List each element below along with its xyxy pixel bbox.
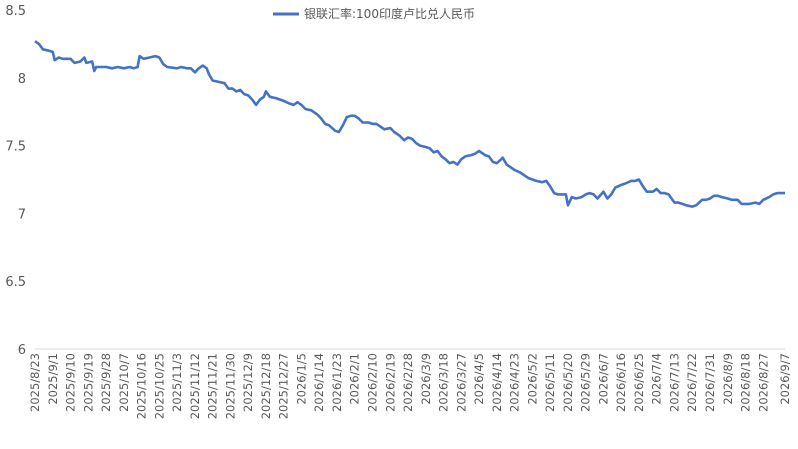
x-tick-label: 2026/3/27 (454, 353, 468, 412)
x-tick-label: 2026/1/23 (330, 353, 344, 412)
x-tick-label: 2026/7/13 (667, 353, 681, 412)
x-tick-label: 2025/10/7 (117, 353, 131, 412)
x-tick-label: 2026/3/18 (437, 353, 451, 412)
legend-label: 银联汇率:100印度卢比兑人民币 (304, 6, 475, 21)
series-layer (34, 40, 785, 208)
x-tick-label: 2025/10/16 (135, 353, 149, 419)
x-tick-label: 2025/11/21 (206, 353, 220, 419)
x-tick-label: 2026/8/9 (721, 353, 735, 405)
x-tick-label: 2026/5/29 (579, 353, 593, 412)
x-tick-label: 2026/2/28 (401, 353, 415, 412)
x-tick-label: 2026/6/25 (632, 353, 646, 412)
y-tick-label: 6.5 (5, 275, 26, 290)
x-tick-label: 2026/1/5 (294, 353, 308, 405)
x-tick-label: 2025/9/19 (81, 353, 95, 412)
x-tick-label: 2025/10/25 (152, 353, 166, 419)
x-tick-label: 2026/3/9 (419, 353, 433, 405)
y-tick-label: 6 (18, 343, 26, 358)
x-tick-label: 2026/2/10 (366, 353, 380, 412)
y-tick-label: 7.5 (5, 140, 26, 155)
x-tick-label: 2026/5/11 (543, 353, 557, 412)
x-tick-label: 2025/9/28 (99, 353, 113, 412)
y-tick-label: 8.5 (5, 4, 26, 19)
y-tick-label: 7 (18, 207, 26, 222)
x-tick-label: 2026/4/23 (508, 353, 522, 412)
x-tick-label: 2026/7/31 (703, 353, 717, 412)
x-tick-label: 2025/9/1 (46, 353, 60, 405)
x-tick-label: 2025/9/10 (64, 353, 78, 412)
x-tick-label: 2026/1/14 (312, 353, 326, 412)
x-tick-label: 2025/8/23 (28, 353, 42, 412)
x-tick-label: 2025/11/12 (188, 353, 202, 419)
y-axis: 6 6.5 7 7.5 8 8.5 (5, 4, 26, 358)
x-tick-label: 2026/8/18 (739, 353, 753, 412)
x-tick-label: 2026/6/7 (596, 353, 610, 405)
x-tick-label: 2026/5/20 (561, 353, 575, 412)
x-tick-label: 2026/2/1 (348, 353, 362, 405)
x-tick-label: 2025/12/27 (277, 353, 291, 419)
x-tick-label: 2025/11/3 (170, 353, 184, 412)
y-tick-label: 8 (18, 72, 26, 87)
x-tick-label: 2026/2/19 (383, 353, 397, 412)
x-tick-label: 2025/12/18 (259, 353, 273, 419)
x-axis: 2025/8/23 2025/9/1 2025/9/10 2025/9/19 2025/… (28, 348, 792, 419)
x-tick-label: 2026/4/14 (490, 353, 504, 412)
x-tick-label: 2026/5/2 (525, 353, 539, 405)
x-tick-label: 2026/6/16 (614, 353, 628, 412)
x-tick-label: 2025/12/9 (241, 353, 255, 412)
x-tick-label: 2026/4/5 (472, 353, 486, 405)
x-tick-label: 2026/7/22 (685, 353, 699, 412)
x-tick-label: 2025/11/30 (223, 353, 237, 419)
series-line (34, 40, 785, 208)
x-tick-label: 2026/8/27 (756, 353, 770, 412)
x-tick-label: 2026/9/7 (778, 353, 792, 405)
x-tick-label: 2026/7/4 (650, 353, 664, 405)
chart-legend: 银联汇率:100印度卢比兑人民币 (273, 6, 475, 21)
